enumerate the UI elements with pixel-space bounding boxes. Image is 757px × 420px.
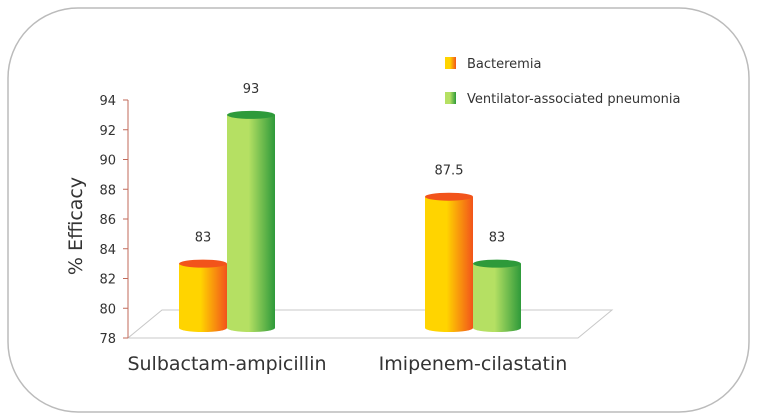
bar-value-label: 83 bbox=[489, 231, 506, 246]
bar-group bbox=[179, 110, 521, 332]
bar-cap bbox=[473, 259, 521, 268]
y-axis: 78 80 82 84 86 88 90 92 94 bbox=[99, 94, 129, 347]
y-tick-label: 90 bbox=[99, 154, 116, 169]
bar-value-label: 93 bbox=[243, 82, 260, 97]
y-axis-label: % Efficacy bbox=[65, 177, 87, 275]
legend-label: Bacteremia bbox=[467, 57, 541, 72]
legend-swatch bbox=[445, 92, 456, 104]
category-label-group: Sulbactam-ampicillin Imipenem-cilastatin bbox=[127, 353, 567, 375]
legend-label: Ventilator-associated pneumonia bbox=[467, 92, 681, 107]
bar-value-label: 83 bbox=[195, 231, 212, 246]
category-label: Imipenem-cilastatin bbox=[379, 353, 568, 375]
bar-cap bbox=[179, 259, 227, 268]
y-tick-label: 92 bbox=[99, 124, 116, 139]
bar-body bbox=[227, 114, 275, 332]
bar-value-label: 87.5 bbox=[435, 164, 464, 179]
y-tick-label: 84 bbox=[99, 243, 116, 258]
y-tick-label: 82 bbox=[99, 273, 116, 288]
legend: Bacteremia Ventilator-associated pneumoni… bbox=[445, 57, 681, 107]
data-label-group: 83 93 87.5 83 bbox=[195, 82, 506, 246]
y-tick-label: 78 bbox=[99, 332, 116, 347]
bar-cap bbox=[425, 192, 473, 201]
legend-swatch bbox=[445, 57, 456, 69]
category-label: Sulbactam-ampicillin bbox=[127, 353, 326, 375]
chart-frame bbox=[7, 7, 750, 413]
bar-cap bbox=[227, 110, 275, 119]
y-tick-label: 86 bbox=[99, 213, 116, 228]
y-tick-label: 80 bbox=[99, 302, 116, 317]
y-tick-label: 94 bbox=[99, 94, 116, 109]
y-tick-label: 88 bbox=[99, 183, 116, 198]
bar-body bbox=[425, 196, 473, 332]
bar-body bbox=[473, 263, 521, 332]
bar-body bbox=[179, 263, 227, 332]
